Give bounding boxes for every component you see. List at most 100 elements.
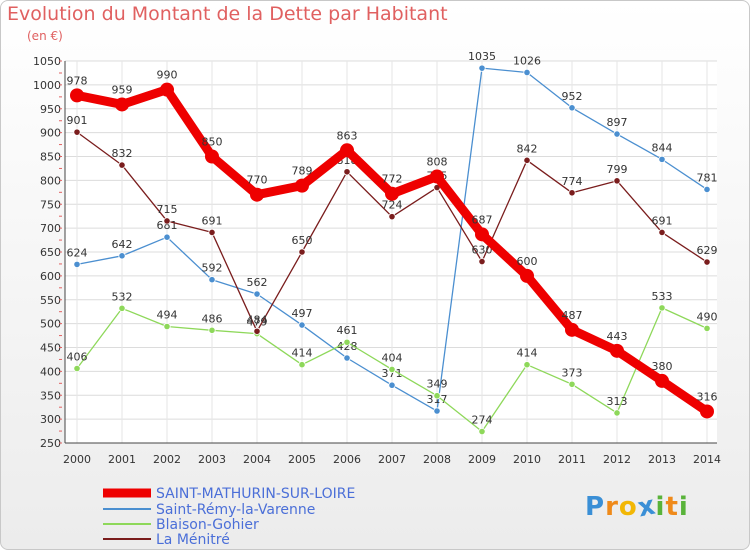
data-label-1: 624 [67, 246, 88, 259]
data-point-0 [70, 88, 84, 103]
data-label-2: 532 [112, 290, 133, 303]
data-label-3: 484 [247, 313, 268, 326]
data-point-2 [613, 409, 621, 417]
data-point-1 [523, 68, 531, 77]
data-label-1: 642 [112, 238, 133, 251]
data-label-0: 487 [562, 309, 583, 322]
data-point-1 [73, 260, 81, 269]
data-point-3 [73, 128, 81, 136]
data-point-0 [160, 82, 174, 97]
data-label-2: 490 [697, 310, 718, 323]
data-label-2: 313 [607, 395, 628, 408]
data-label-2: 404 [382, 351, 403, 364]
data-label-2: 373 [562, 366, 583, 379]
data-point-3 [658, 228, 666, 237]
data-label-1: 371 [382, 367, 403, 380]
x-tick-label: 2000 [63, 453, 91, 466]
data-label-2: 349 [427, 378, 448, 391]
data-label-1: 562 [247, 276, 268, 289]
data-label-1: 952 [562, 90, 583, 103]
data-label-0: 978 [67, 74, 88, 87]
data-label-2: 414 [292, 347, 313, 360]
data-label-2: 533 [652, 290, 673, 303]
y-tick-label: 350 [40, 389, 61, 402]
data-point-0 [340, 143, 354, 158]
data-label-3: 724 [382, 199, 403, 212]
data-point-2 [523, 361, 531, 369]
x-tick-label: 2006 [333, 453, 361, 466]
proxiti-logo: Proxiti [585, 490, 689, 524]
data-point-1 [208, 276, 216, 284]
data-point-2 [388, 365, 396, 374]
data-point-0 [655, 373, 669, 388]
data-label-2: 414 [517, 347, 538, 360]
data-point-0 [700, 404, 714, 419]
data-label-1: 428 [337, 340, 358, 353]
data-label-1: 592 [202, 262, 223, 275]
data-label-2: 486 [202, 312, 223, 325]
data-label-3: 691 [652, 214, 673, 227]
y-tick-label: 250 [40, 437, 61, 450]
data-point-1 [163, 233, 171, 241]
data-label-1: 844 [652, 141, 673, 154]
data-label-0: 316 [697, 390, 718, 403]
x-tick-label: 2009 [468, 453, 496, 466]
data-point-1 [703, 185, 711, 194]
data-point-1 [658, 155, 666, 163]
data-point-1 [433, 407, 441, 415]
data-point-1 [478, 64, 486, 72]
x-tick-label: 2002 [153, 453, 181, 466]
data-label-0: 770 [247, 174, 268, 187]
data-label-0: 443 [607, 330, 628, 343]
x-tick-label: 2007 [378, 453, 406, 466]
data-label-0: 789 [292, 165, 313, 178]
data-label-3: 630 [472, 244, 493, 257]
y-tick-label: 850 [40, 151, 61, 164]
data-point-0 [295, 178, 309, 193]
data-point-2 [568, 380, 576, 388]
data-label-1: 781 [697, 171, 718, 184]
data-label-3: 842 [517, 142, 538, 155]
data-point-2 [163, 322, 171, 331]
data-point-1 [613, 130, 621, 138]
data-label-0: 380 [652, 360, 673, 373]
data-label-3: 691 [202, 214, 223, 227]
data-point-3 [568, 189, 576, 197]
chart-subtitle: (en €) [27, 29, 63, 43]
data-point-3 [298, 248, 306, 256]
data-point-0 [115, 97, 129, 112]
data-label-1: 1035 [468, 50, 496, 63]
data-point-0 [565, 322, 579, 337]
data-point-0 [520, 268, 534, 283]
data-label-1: 497 [292, 307, 313, 320]
y-tick-label: 650 [40, 246, 61, 259]
chart-title: Evolution du Montant de la Dette par Hab… [7, 3, 448, 25]
data-point-0 [205, 149, 219, 164]
data-label-3: 629 [697, 244, 718, 257]
data-point-1 [388, 381, 396, 389]
data-point-3 [388, 213, 396, 221]
y-tick-label: 1000 [33, 79, 61, 92]
data-point-3 [613, 177, 621, 185]
legend-label-0: SAINT-MATHURIN-SUR-LOIRE [156, 486, 355, 502]
data-point-2 [343, 338, 351, 346]
data-point-2 [73, 364, 81, 373]
y-tick-label: 900 [40, 127, 61, 140]
data-label-2: 461 [337, 324, 358, 337]
data-label-0: 687 [472, 213, 493, 226]
x-tick-label: 2003 [198, 453, 226, 466]
y-tick-label: 950 [40, 103, 61, 116]
data-point-1 [298, 321, 306, 329]
data-point-1 [343, 354, 351, 362]
data-label-0: 850 [202, 136, 223, 149]
data-label-0: 863 [337, 129, 358, 142]
data-point-3 [253, 327, 261, 335]
x-tick-label: 2005 [288, 453, 316, 466]
data-label-2: 406 [67, 351, 88, 364]
y-tick-label: 600 [40, 270, 61, 283]
data-label-0: 808 [427, 156, 448, 169]
data-label-3: 901 [67, 114, 88, 127]
data-point-3 [208, 228, 216, 237]
data-point-2 [703, 324, 711, 332]
